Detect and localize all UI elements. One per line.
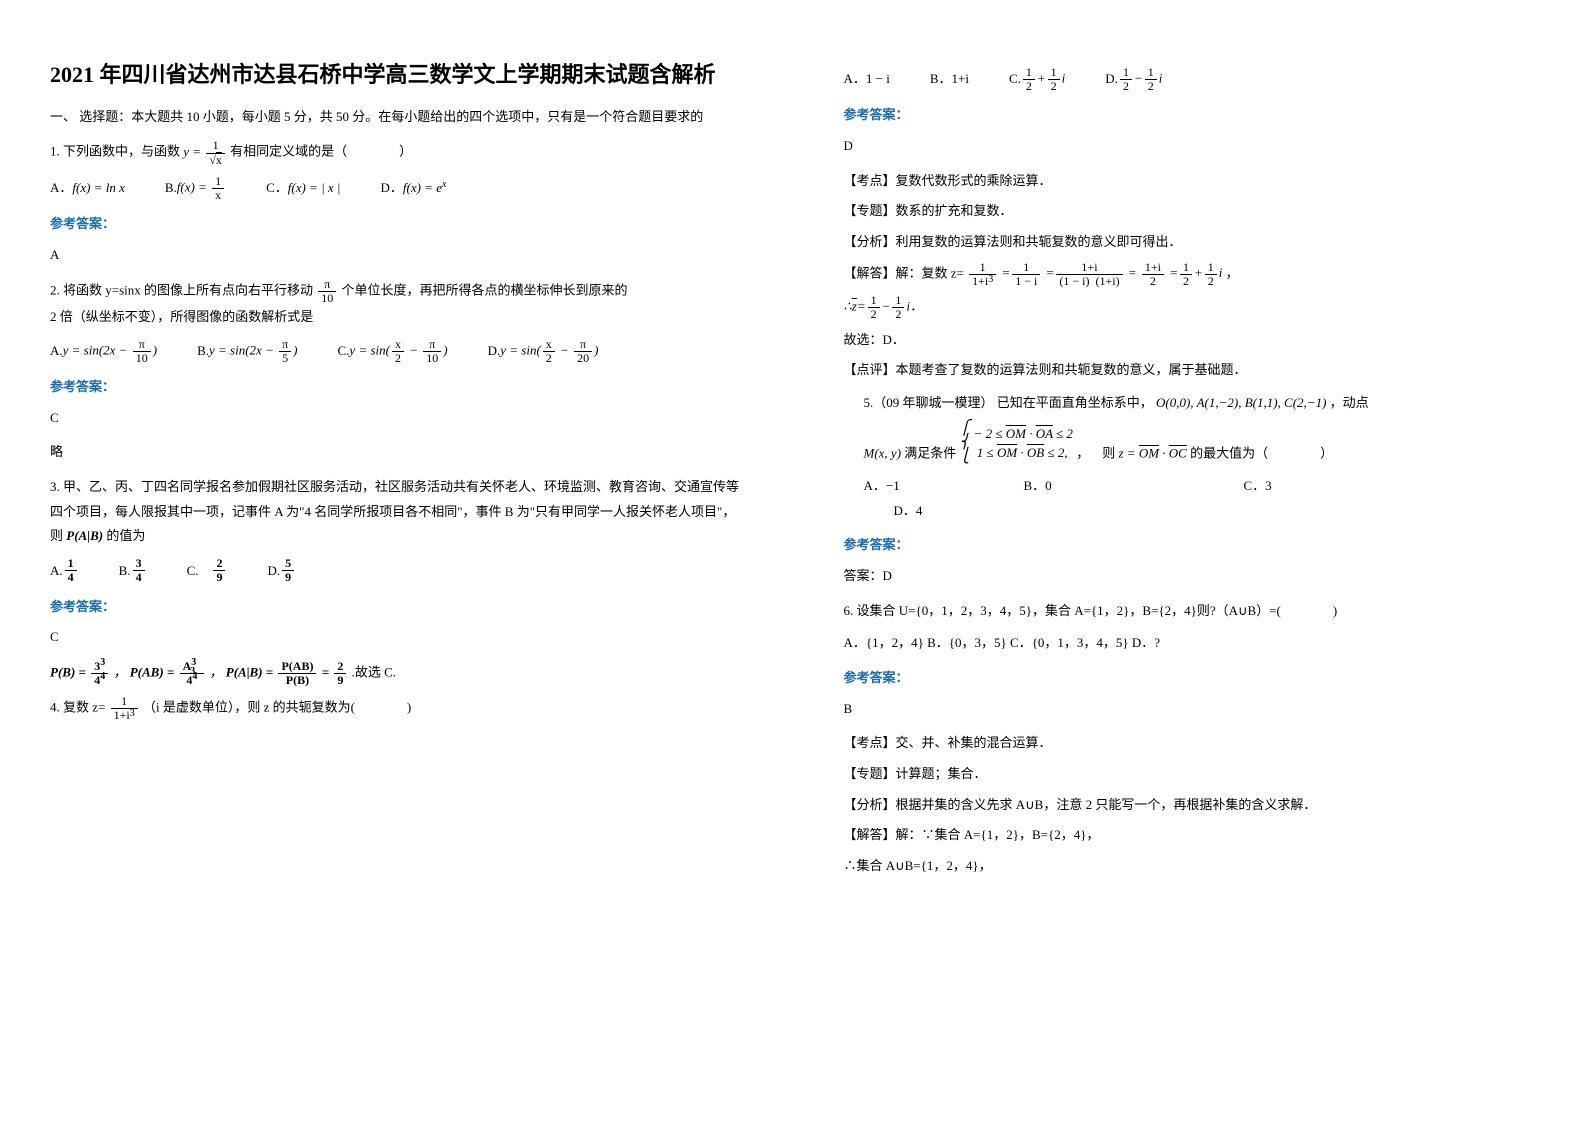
q4-dianping: 【点评】本题考查了复数的运算法则和共轭复数的意义，属于基础题．: [844, 358, 1538, 383]
q6-jieda-2: ∴集合 A∪B={1，2，4}，: [844, 854, 1538, 879]
q6-answer-label: 参考答案：: [844, 666, 1538, 691]
q5-answer-label: 参考答案：: [844, 533, 1538, 558]
q1-optA-label: A．: [50, 176, 72, 201]
q4-answer-label: 参考答案：: [844, 103, 1538, 128]
q4-option-b: B．1+i: [930, 66, 969, 93]
question-6: 6. 设集合 U={0，1，2，3，4，5}，集合 A={1，2}，B={2，4…: [844, 599, 1538, 624]
q2-option-d: D. y = sin(x2 − π20): [488, 338, 599, 365]
q3-option-b: B. 34: [119, 557, 147, 584]
q1-stem-formula: y = 1√x: [183, 144, 230, 159]
q3-stem-suffix: 的值为: [106, 528, 145, 543]
exam-title: 2021 年四川省达州市达县石桥中学高三数学文上学期期末试题含解析: [50, 60, 744, 91]
q1-optC-label: C．: [266, 176, 288, 201]
q1-option-b: B. f(x) = 1x: [165, 175, 226, 202]
q4-conclusion: 故选：D．: [844, 328, 1538, 353]
q4-options: A．1 − i B．1+i C. 12+12i D. 12−12i: [844, 66, 1538, 93]
q4-option-a: A．1 − i: [844, 66, 890, 93]
q1-stem-prefix: 1. 下列函数中，与函数: [50, 144, 180, 159]
q4-option-d: D. 12−12i: [1105, 66, 1162, 93]
q5-condition: M(x, y) 满足条件 − 2 ≤ OM · OA ≤ 2 1 ≤ OM · …: [864, 424, 1538, 466]
q3-option-d: D. 59: [267, 557, 296, 584]
q1-option-d: D． f(x) = ex: [380, 175, 446, 202]
q3-answer-label: 参考答案：: [50, 595, 744, 620]
question-3: 3. 甲、乙、丙、丁四名同学报名参加假期社区服务活动，社区服务活动共有关怀老人、…: [50, 475, 744, 549]
q4-answer: D: [844, 134, 1538, 159]
q4-option-c: C. 12+12i: [1009, 66, 1065, 93]
q5-options: A．−1 B．0 C．3 D．4: [864, 474, 1538, 523]
q2-stem-3: 2 倍（纵坐标不变），所得图像的函数解析式是: [50, 305, 744, 330]
question-1: 1. 下列函数中，与函数 y = 1√x 有相同定义域的是（ ）: [50, 139, 744, 166]
q5-points: O(0,0), A(1,−2), B(1,1), C(2,−1): [1156, 395, 1326, 410]
q1-optD-label: D．: [380, 176, 402, 201]
q1-optB-formula: f(x) = 1x: [177, 175, 226, 202]
right-column: A．1 − i B．1+i C. 12+12i D. 12−12i 参考答案： …: [794, 0, 1587, 1122]
q3-options: A. 14 B. 34 C. 29 D. 59: [50, 557, 744, 584]
q2-answer-note: 略: [50, 440, 744, 465]
q4-conjugate: ∴z=12−12i．: [844, 294, 1538, 321]
q2-option-c: C. y = sin(x2 − π10): [338, 338, 448, 365]
q6-answer: B: [844, 697, 1538, 722]
q3-answer: C: [50, 625, 744, 650]
q6-fenxi: 【分析】根据并集的含义先求 A∪B，注意 2 只能写一个，再根据补集的含义求解．: [844, 793, 1538, 818]
q3-stem-1: 3. 甲、乙、丙、丁四名同学报名参加假期社区服务活动，社区服务活动共有关怀老人、…: [50, 479, 739, 543]
question-4: 4. 复数 z= 11+i3 （i 是虚数单位），则 z 的共轭复数为( ): [50, 695, 744, 722]
q2-pi-over-10: π10: [318, 278, 336, 305]
q2-answer: C: [50, 406, 744, 431]
q2-option-b: B. y = sin(2x − π5): [197, 338, 297, 365]
q3-option-c: C. 29: [187, 557, 228, 584]
q1-answer: A: [50, 243, 744, 268]
q1-optA-formula: f(x) = ln x: [72, 176, 124, 201]
q1-options: A． f(x) = ln x B. f(x) = 1x C． f(x) = | …: [50, 175, 744, 202]
q2-stem-1: 2. 将函数 y=sinx 的图像上所有点向右平行移动: [50, 282, 313, 297]
q3-option-a: A. 14: [50, 557, 79, 584]
q1-optD-formula: f(x) = ex: [403, 176, 447, 201]
section-1-heading: 一、 选择题：本大题共 10 小题，每小题 5 分，共 50 分。在每小题给出的…: [50, 105, 744, 130]
question-2: 2. 将函数 y=sinx 的图像上所有点向右平行移动 π10 个单位长度，再把…: [50, 278, 744, 330]
q4-jieda: 【解答】解：复数 z= 11+i3 =11 − i =1+i(1 − i) (1…: [844, 261, 1538, 288]
q4-stem-suffix: （i 是虚数单位），则 z 的共轭复数为( ): [143, 700, 411, 715]
q1-option-c: C． f(x) = | x |: [266, 175, 340, 202]
q2-option-a: A. y = sin(2x − π10): [50, 338, 157, 365]
q6-kaodian: 【考点】交、并、补集的混合运算．: [844, 731, 1538, 756]
q4-stem-prefix: 4. 复数 z=: [50, 700, 105, 715]
q5-option-c: C．3: [1244, 474, 1272, 499]
q1-option-a: A． f(x) = ln x: [50, 175, 125, 202]
q1-optC-formula: f(x) = | x |: [288, 176, 341, 201]
q3-PAB: P(A|B): [66, 528, 103, 543]
q1-stem-suffix: 有相同定义域的是（ ）: [230, 144, 412, 159]
q4-zhuanti: 【专题】数系的扩充和复数．: [844, 199, 1538, 224]
question-5: 5.（09 年聊城一模理） 已知在平面直角坐标系中， O(0,0), A(1,−…: [864, 391, 1538, 416]
q5-option-b: B．0: [1024, 474, 1244, 499]
q1-answer-label: 参考答案：: [50, 212, 744, 237]
q2-stem-2: 个单位长度，再把所得各点的横坐标伸长到原来的: [342, 282, 628, 297]
q2-answer-label: 参考答案：: [50, 375, 744, 400]
q1-optB-label: B.: [165, 176, 177, 201]
q5-option-a: A．−1: [864, 474, 1024, 499]
q5-brace-condition: − 2 ≤ OM · OA ≤ 2 1 ≤ OM · OB ≤ 2,: [960, 424, 1073, 463]
q5-option-d: D．4: [894, 503, 923, 518]
q4-kaodian: 【考点】复数代数形式的乘除运算．: [844, 169, 1538, 194]
q6-zhuanti: 【专题】计算题；集合．: [844, 762, 1538, 787]
q3-solution: P(B) = 3344 ， P(AB) = A3344 ， P(A|B) = P…: [50, 660, 744, 687]
q4-stem-frac: 11+i3: [111, 695, 138, 722]
q4-fenxi: 【分析】利用复数的运算法则和共轭复数的意义即可得出．: [844, 230, 1538, 255]
q6-jieda-1: 【解答】解：∵集合 A={1，2}，B={2，4}，: [844, 823, 1538, 848]
left-column: 2021 年四川省达州市达县石桥中学高三数学文上学期期末试题含解析 一、 选择题…: [0, 0, 794, 1122]
q6-options: A．{1，2，4} B．{0，3，5} C．{0，1，3，4，5} D．?: [844, 631, 1538, 656]
q2-options: A. y = sin(2x − π10) B. y = sin(2x − π5)…: [50, 338, 744, 365]
q5-answer: 答案：D: [844, 564, 1538, 589]
